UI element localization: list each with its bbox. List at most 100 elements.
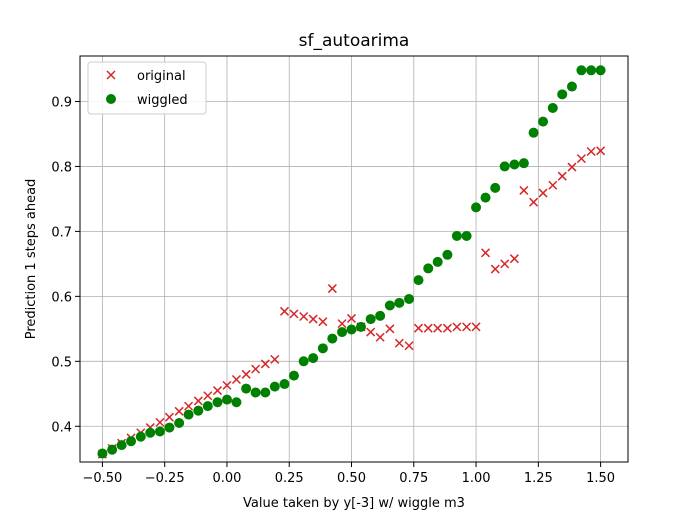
point-original <box>567 162 577 172</box>
point-original <box>251 364 261 374</box>
point-wiggled <box>126 436 137 447</box>
point-original <box>375 332 385 342</box>
legend-x-marker-stroke <box>106 70 116 80</box>
plot-frame <box>79 55 629 463</box>
legend-dot-marker <box>106 94 116 104</box>
y-tick-label: 0.5 <box>51 355 72 370</box>
point-original <box>155 417 165 427</box>
point-original-stroke <box>500 259 510 269</box>
point-original <box>394 338 404 348</box>
point-wiggled <box>337 327 348 338</box>
point-original-stroke <box>385 324 395 334</box>
point-wiggled <box>365 314 376 325</box>
x-tick-label: 1.25 <box>524 471 553 486</box>
point-original-stroke <box>174 406 184 416</box>
point-wiggled <box>375 310 386 321</box>
point-wiggled <box>154 426 165 437</box>
point-original-stroke <box>366 327 376 337</box>
point-original <box>308 314 318 324</box>
point-wiggled <box>212 397 223 408</box>
point-original <box>366 327 376 337</box>
point-original-stroke <box>394 338 404 348</box>
point-original-stroke <box>299 311 309 322</box>
x-tick-label: 1.50 <box>586 471 615 486</box>
legend-box <box>87 61 207 115</box>
point-wiggled <box>499 161 510 172</box>
point-original <box>480 248 491 258</box>
point-original-stroke <box>222 380 232 390</box>
point-wiggled <box>279 379 290 390</box>
point-wiggled <box>557 89 568 100</box>
point-wiggled <box>308 353 319 364</box>
point-original <box>509 254 519 264</box>
point-original <box>576 154 586 164</box>
point-original <box>260 359 270 369</box>
point-original-stroke <box>538 188 548 198</box>
point-original-stroke <box>442 323 452 333</box>
point-original <box>203 391 213 401</box>
point-original <box>529 197 539 207</box>
point-original-stroke <box>548 180 558 190</box>
point-original-stroke <box>308 314 318 324</box>
point-wiggled <box>451 230 462 241</box>
point-wiggled <box>404 293 415 304</box>
point-original-stroke <box>212 386 223 396</box>
point-original-stroke <box>509 254 519 264</box>
point-wiggled <box>116 440 127 451</box>
point-original <box>279 306 290 316</box>
x-tick-label: 0.25 <box>275 471 304 486</box>
point-original <box>433 323 443 333</box>
point-original <box>462 322 472 332</box>
point-original <box>346 313 357 323</box>
point-wiggled <box>538 116 549 127</box>
point-original <box>385 324 395 334</box>
point-wiggled <box>97 448 108 459</box>
point-original-stroke <box>490 264 500 274</box>
point-original-stroke <box>279 306 290 316</box>
point-wiggled <box>260 387 271 398</box>
legend-label-wiggled: wiggled <box>137 93 188 108</box>
y-tick-label: 0.9 <box>51 95 72 110</box>
point-original <box>289 309 299 319</box>
point-original <box>270 354 280 364</box>
point-original <box>299 311 309 322</box>
point-original <box>538 188 548 198</box>
y-tick-label: 0.8 <box>51 160 72 175</box>
point-original <box>174 406 184 416</box>
point-original <box>212 386 223 396</box>
point-original <box>490 264 500 274</box>
point-wiggled <box>490 182 501 193</box>
point-original <box>557 171 567 181</box>
point-wiggled <box>480 192 491 203</box>
point-wiggled <box>193 405 204 416</box>
grid-lines <box>80 56 628 462</box>
point-wiggled <box>241 383 252 394</box>
point-original-stroke <box>413 323 424 333</box>
point-original-stroke <box>452 322 462 332</box>
y-tick-label: 0.6 <box>51 290 72 305</box>
point-wiggled <box>231 397 242 408</box>
point-wiggled <box>145 427 156 438</box>
point-wiggled <box>269 381 280 392</box>
point-original-stroke <box>203 391 213 401</box>
point-original <box>193 396 203 406</box>
x-tick-label: 1.00 <box>462 471 491 486</box>
point-original-stroke <box>404 341 414 351</box>
point-wiggled <box>461 230 472 241</box>
point-original-stroke <box>586 146 596 157</box>
x-tick-label: −0.25 <box>145 471 185 486</box>
point-original-stroke <box>193 396 203 406</box>
point-wiggled <box>355 321 366 332</box>
x-tick-label: 0.00 <box>212 471 241 486</box>
point-original-stroke <box>567 162 577 172</box>
point-original-stroke <box>164 412 174 422</box>
x-axis-label: Value taken by y[-3] w/ wiggle m3 <box>243 496 465 511</box>
point-original-stroke <box>346 313 357 323</box>
point-original-stroke <box>155 417 165 427</box>
point-original <box>222 380 232 390</box>
point-wiggled <box>528 127 539 138</box>
legend-x-marker <box>106 70 116 80</box>
point-original-stroke <box>480 248 491 258</box>
